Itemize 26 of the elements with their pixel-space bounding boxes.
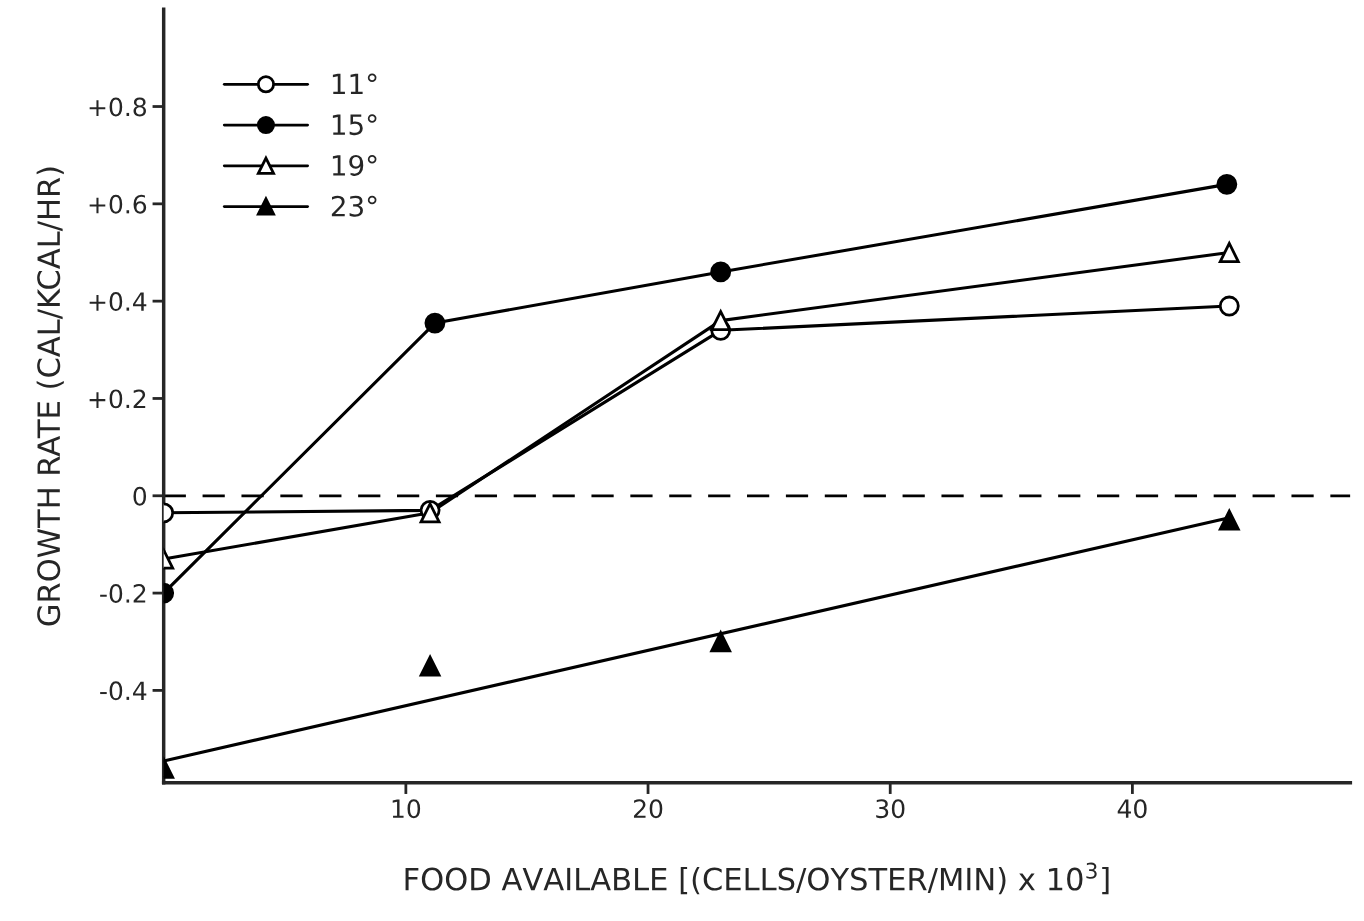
- point: [1216, 173, 1238, 195]
- point: [419, 655, 441, 677]
- x-tick-label: 10: [392, 799, 421, 819]
- point: [710, 261, 732, 283]
- x-tick-label: 30: [876, 799, 905, 819]
- y-tick-label: +0.2: [89, 389, 146, 409]
- y-tick-label: +0.8: [89, 97, 146, 117]
- legend-label: 11°: [332, 73, 377, 94]
- y-tick-label: +0.6: [89, 194, 147, 214]
- y-tick-label: +0.4: [89, 292, 147, 311]
- legend-label: 19°: [332, 154, 377, 176]
- y-axis-title: GROWTH RATE (CAL/KCAL/HR): [36, 167, 64, 626]
- point: [1218, 295, 1240, 317]
- point: [1218, 242, 1240, 263]
- legend-label: 23°: [331, 195, 377, 217]
- point: [710, 310, 732, 332]
- point: [1218, 509, 1240, 531]
- y-tick-label: 0: [133, 486, 147, 506]
- x-axis-title: FOOD AVAILABLE [(CELLS/OYSTER/MIN) x 10$^{3}$]: [405, 862, 1109, 895]
- x-tick-label: 40: [1117, 799, 1147, 819]
- x-tick-label: 20: [633, 799, 663, 819]
- legend-label: 15°: [332, 114, 377, 136]
- point: [710, 631, 732, 653]
- y-tick-label: -0.4: [100, 681, 147, 701]
- y-tick-label: -0.2: [100, 584, 146, 603]
- point: [424, 312, 446, 334]
